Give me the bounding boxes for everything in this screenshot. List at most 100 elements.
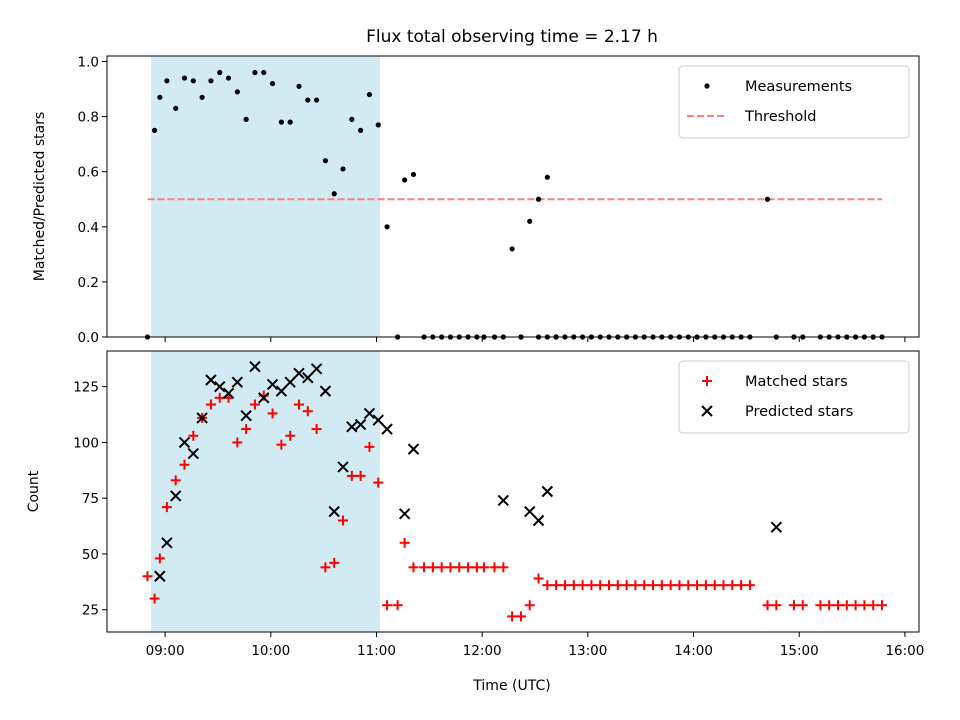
measurement-point xyxy=(410,171,417,178)
predicted-star-marker xyxy=(346,421,358,433)
predicted-star-marker xyxy=(319,385,332,397)
measurement-point xyxy=(704,83,710,89)
y-tick-label: 1.0 xyxy=(78,55,99,71)
measurement-point xyxy=(243,116,249,122)
matched-star-marker xyxy=(551,580,562,591)
measurement-point xyxy=(269,80,276,87)
measurement-point xyxy=(287,119,293,125)
measurement-point xyxy=(358,127,364,133)
matched-star-marker xyxy=(771,600,782,611)
predicted-star-marker xyxy=(328,505,340,518)
measurement-point xyxy=(527,218,533,224)
legend-label: Matched stars xyxy=(745,374,848,390)
x-tick-label: 16:00 xyxy=(885,643,924,659)
matched-star-marker xyxy=(727,580,738,591)
matched-star-marker xyxy=(868,600,879,611)
matched-star-marker xyxy=(744,580,755,591)
legend-label: Threshold xyxy=(744,109,816,125)
predicted-star-marker xyxy=(337,461,349,473)
matched-star-marker xyxy=(436,562,447,573)
predicted-star-marker xyxy=(169,490,182,502)
matched-star-marker xyxy=(161,502,172,513)
matched-star-marker xyxy=(205,399,216,410)
matched-star-marker xyxy=(408,562,419,573)
predicted-star-marker xyxy=(205,374,217,386)
matched-star-marker xyxy=(718,580,729,591)
x-tick-label: 12:00 xyxy=(463,643,502,659)
measurement-point xyxy=(261,69,267,76)
y-tick-label: 25 xyxy=(82,603,99,619)
measurement-point xyxy=(402,177,408,183)
predicted-star-marker xyxy=(249,360,261,373)
x-tick-label: 15:00 xyxy=(780,643,819,659)
measurement-point xyxy=(164,78,170,84)
measurement-point xyxy=(199,94,205,100)
legend: Matched stars Predicted stars xyxy=(678,360,910,434)
predicted-star-marker xyxy=(231,376,244,388)
y-tick-label: 0.6 xyxy=(78,165,99,181)
y-tick-label: 125 xyxy=(73,380,99,396)
measurement-point xyxy=(234,89,240,95)
matched-star-marker xyxy=(285,430,296,441)
predicted-star-marker xyxy=(284,376,296,388)
matched-star-marker xyxy=(276,439,287,450)
matched-star-marker xyxy=(188,430,199,441)
matched-star-marker xyxy=(311,424,322,435)
matched-star-marker xyxy=(612,580,623,591)
matched-star-marker xyxy=(788,600,799,611)
predicted-star-marker xyxy=(532,514,545,527)
y-axis-label: Matched/Predicted stars xyxy=(32,112,48,282)
measurement-point xyxy=(331,191,337,197)
matched-star-marker xyxy=(419,562,430,573)
matched-star-marker xyxy=(293,399,304,410)
matched-star-marker xyxy=(700,580,711,591)
x-axis-label: Time (UTC) xyxy=(472,678,550,694)
matched-star-marker xyxy=(320,562,331,573)
predicted-star-marker xyxy=(770,521,783,533)
matched-star-marker xyxy=(478,562,489,573)
predicted-star-marker xyxy=(398,508,411,520)
predicted-star-marker xyxy=(196,412,208,424)
legend: Measurements Threshold xyxy=(678,65,910,139)
matched-star-marker xyxy=(692,580,703,591)
y-tick-label: 50 xyxy=(82,547,99,563)
matched-star-marker xyxy=(241,424,252,435)
matched-star-marker xyxy=(568,580,579,591)
predicted-star-marker xyxy=(222,387,235,400)
matched-star-marker xyxy=(463,562,474,573)
measurement-point xyxy=(173,105,179,111)
measurement-point xyxy=(375,122,381,128)
matched-star-marker xyxy=(762,600,773,611)
predicted-star-marker xyxy=(258,392,270,404)
legend-box xyxy=(678,65,910,139)
matched-star-marker xyxy=(427,562,438,573)
measurement-point xyxy=(252,69,258,76)
matched-star-marker xyxy=(249,399,260,410)
x-tick-label: 10:00 xyxy=(251,643,290,659)
matched-star-marker xyxy=(142,571,153,582)
matched-star-marker xyxy=(364,441,375,452)
predicted-star-marker xyxy=(214,380,226,393)
matched-star-marker xyxy=(797,600,808,611)
predicted-star-marker xyxy=(363,407,376,420)
matched-star-marker xyxy=(454,562,465,573)
measurement-point xyxy=(305,97,311,103)
matched-star-marker xyxy=(507,611,518,622)
matched-star-marker xyxy=(674,580,685,591)
matched-star-marker xyxy=(736,580,747,591)
legend-label: Measurements xyxy=(745,79,852,95)
y-tick-label: 0.0 xyxy=(78,330,99,346)
measurement-point xyxy=(151,127,158,133)
top-panel-ratio: 0.0 0.2 0.4 0.6 0.8 1.0 Matched/Predicted star… xyxy=(32,55,920,346)
measurement-point xyxy=(278,119,284,125)
matched-star-marker xyxy=(859,600,870,611)
matched-star-marker xyxy=(665,580,676,591)
matched-star-marker xyxy=(445,562,456,573)
predicted-star-marker xyxy=(266,378,279,391)
predicted-star-marker xyxy=(497,494,510,507)
predicted-star-marker xyxy=(372,414,384,426)
measurement-point xyxy=(340,166,346,172)
predicted-star-marker xyxy=(541,485,554,498)
predicted-star-marker xyxy=(187,447,200,460)
measurement-point xyxy=(314,97,320,103)
